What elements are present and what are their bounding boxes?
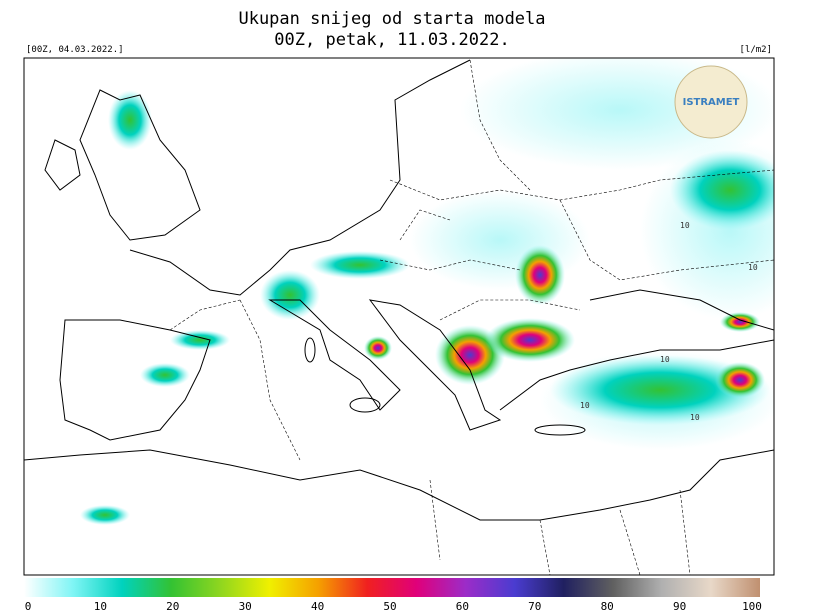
colorbar-tick-label: 40 xyxy=(311,600,324,613)
contour-label: 10 xyxy=(748,263,758,272)
colorbar-tick-label: 30 xyxy=(239,600,252,613)
colorbar-tick-label: 50 xyxy=(383,600,396,613)
subtitle: 00Z, petak, 11.03.2022. xyxy=(274,30,509,50)
run-label: [00Z, 04.03.2022.] xyxy=(26,45,124,55)
colorbar-tick-label: 70 xyxy=(528,600,541,613)
colorbar-tick-label: 90 xyxy=(673,600,686,613)
colorbar xyxy=(24,578,760,597)
colorbar-tick-label: 20 xyxy=(166,600,179,613)
map: 10 10 10 10 10 xyxy=(24,58,774,575)
contour-label: 10 xyxy=(580,401,590,410)
colorbar-tick-label: 80 xyxy=(601,600,614,613)
unit-label: [l/m2] xyxy=(739,45,772,55)
colorbar-tick-label: 0 xyxy=(25,600,32,613)
logo-text: ISTRAMET xyxy=(683,97,740,108)
contour-label: 10 xyxy=(660,355,670,364)
contour-label: 10 xyxy=(680,221,690,230)
map-frame xyxy=(23,57,775,576)
colorbar-tick-label: 60 xyxy=(456,600,469,613)
contour-label: 10 xyxy=(690,413,700,422)
colorbar-tick-label: 10 xyxy=(94,600,107,613)
logo: ISTRAMET xyxy=(674,65,748,139)
title: Ukupan snijeg od starta modela xyxy=(238,9,545,29)
colorbar-tick-label: 100 xyxy=(742,600,762,613)
